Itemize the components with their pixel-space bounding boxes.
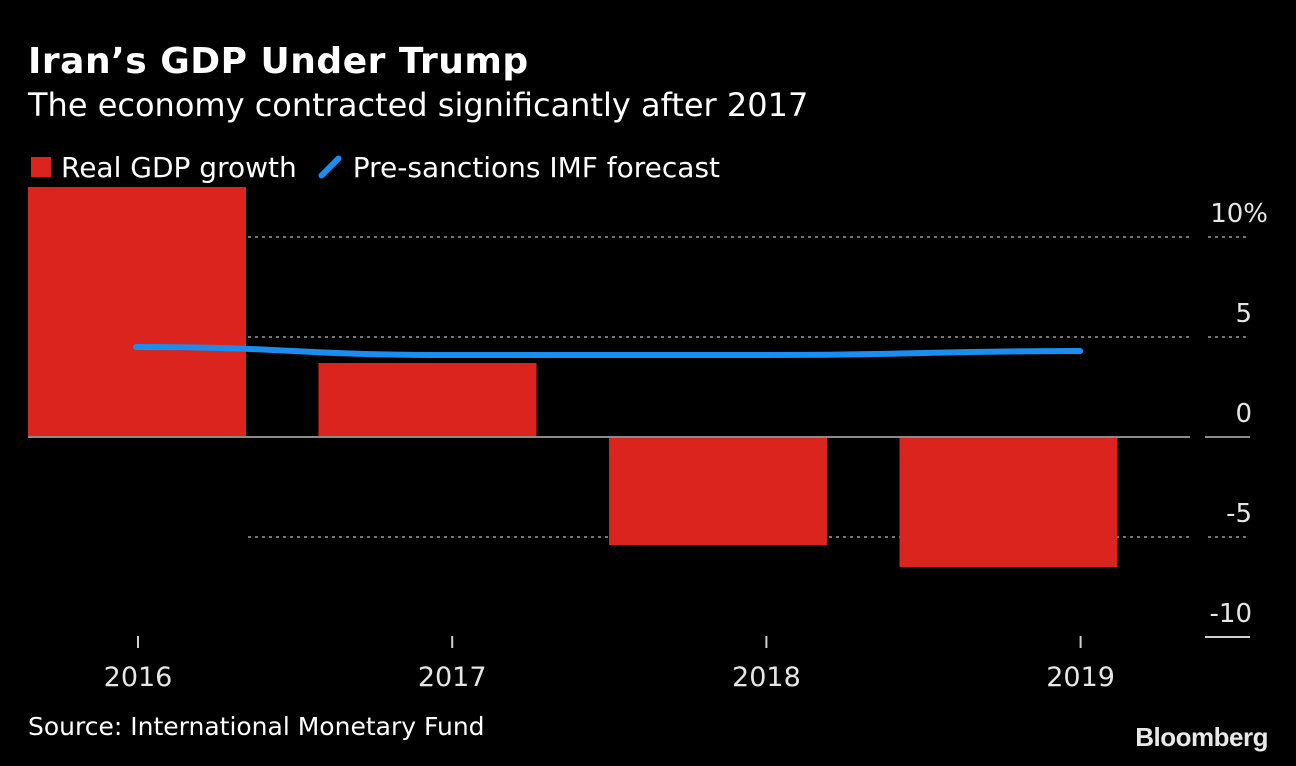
bar-2018 xyxy=(609,437,827,545)
legend-item-bar: Real GDP growth xyxy=(31,151,297,184)
bloomberg-logo: Bloomberg xyxy=(1135,722,1268,752)
legend-line-label: Pre-sanctions IMF forecast xyxy=(352,150,721,184)
legend-bar-swatch xyxy=(31,157,51,177)
chart-subtitle: The economy contracted significantly aft… xyxy=(28,86,809,124)
bar-2019 xyxy=(899,437,1118,567)
x-tick-label-2018: 2018 xyxy=(732,662,801,693)
y-tick-label-2: 0 xyxy=(1235,399,1252,429)
legend-item-line: Pre-sanctions IMF forecast xyxy=(315,151,720,184)
y-tick-label-3: -5 xyxy=(1226,499,1252,529)
source-note: Source: International Monetary Fund xyxy=(28,712,485,741)
x-tick-label-2019: 2019 xyxy=(1046,662,1115,693)
y-tick-label-1: 5 xyxy=(1235,299,1252,329)
x-tick-label-2017: 2017 xyxy=(418,662,487,693)
legend: Real GDP growth Pre-sanctions IMF foreca… xyxy=(31,150,738,184)
bar-2016 xyxy=(28,187,246,437)
legend-bar-label: Real GDP growth xyxy=(61,150,297,184)
chart-title: Iran’s GDP Under Trump xyxy=(28,41,529,82)
y-tick-label-0: 10% xyxy=(1210,199,1268,229)
forecast-line xyxy=(133,344,1084,359)
bar-2017 xyxy=(318,363,537,437)
y-tick-label-4: -10 xyxy=(1210,599,1252,629)
x-tick-label-2016: 2016 xyxy=(104,662,173,693)
